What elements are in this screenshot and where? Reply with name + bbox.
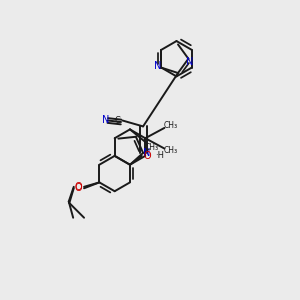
Text: N: N xyxy=(186,57,194,67)
Text: O: O xyxy=(75,183,82,193)
Text: N: N xyxy=(143,148,150,158)
Text: O: O xyxy=(144,151,152,161)
Text: N: N xyxy=(102,115,109,125)
Text: CH₃: CH₃ xyxy=(163,146,177,155)
Text: N: N xyxy=(154,61,161,71)
Text: ·H: ·H xyxy=(155,152,164,160)
Text: CH₃: CH₃ xyxy=(145,143,159,152)
Text: CH₃: CH₃ xyxy=(163,122,177,130)
Text: O: O xyxy=(75,182,82,192)
Text: C: C xyxy=(114,116,120,125)
